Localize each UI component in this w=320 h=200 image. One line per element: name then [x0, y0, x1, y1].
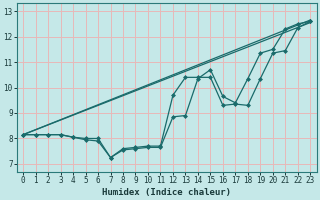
X-axis label: Humidex (Indice chaleur): Humidex (Indice chaleur)	[102, 188, 231, 197]
